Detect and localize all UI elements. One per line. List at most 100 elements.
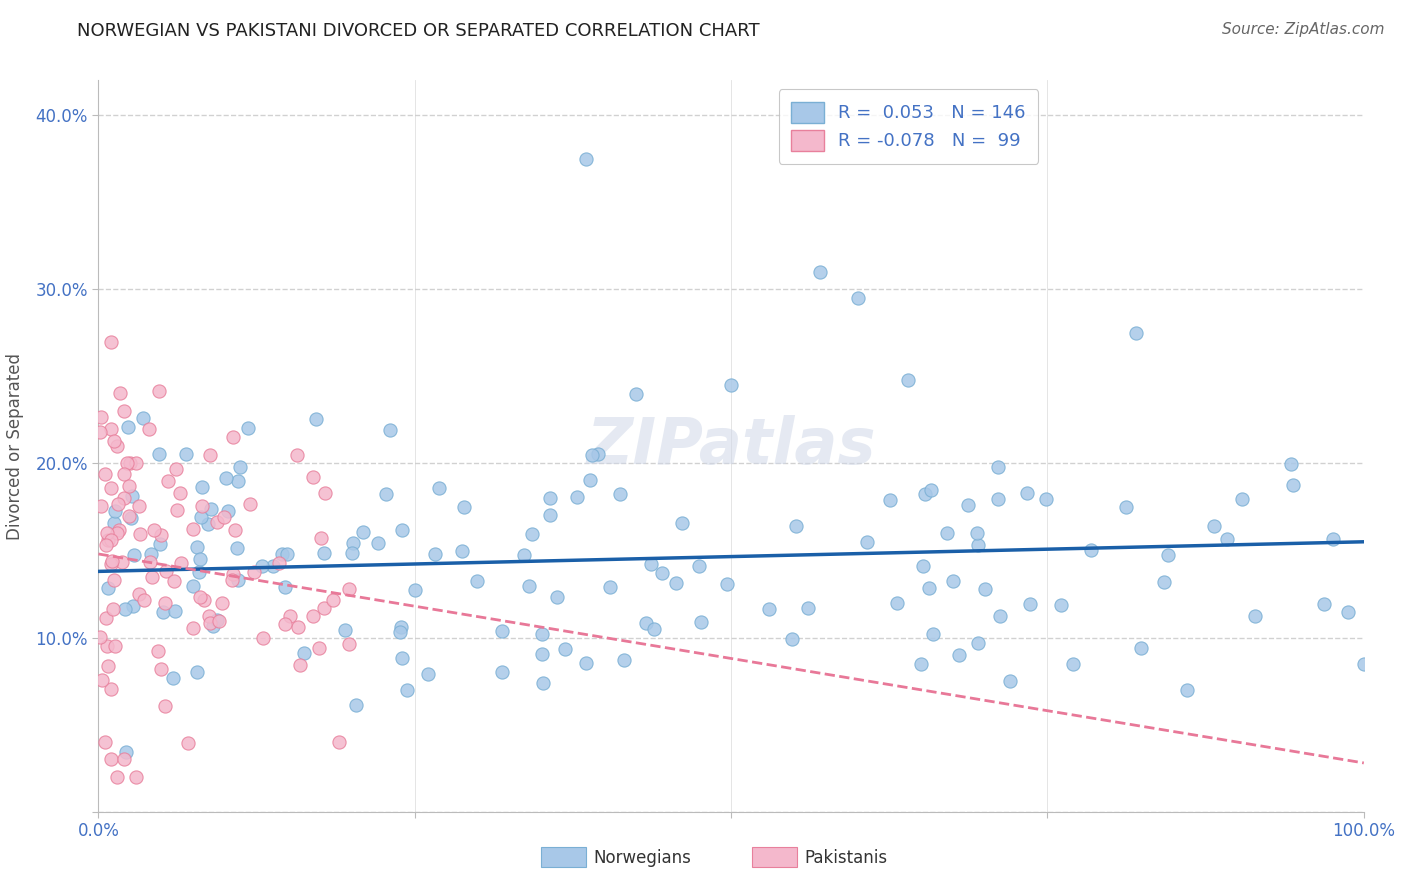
Point <box>100 533 122 547</box>
Point <box>314 546 336 560</box>
Point <box>96 639 118 653</box>
Y-axis label: Divorced or Separated: Divorced or Separated <box>7 352 24 540</box>
Point <box>103 601 125 615</box>
Point <box>97 581 120 595</box>
Point <box>554 641 576 656</box>
Point <box>107 523 129 537</box>
Point <box>391 523 413 537</box>
Point <box>208 615 231 629</box>
Point <box>998 674 1021 689</box>
Point <box>224 523 246 537</box>
Point <box>538 491 561 506</box>
Point <box>920 483 942 498</box>
Point <box>188 565 211 579</box>
Point <box>797 601 820 615</box>
Point <box>1322 532 1344 546</box>
Point <box>139 555 162 569</box>
Point <box>269 557 291 571</box>
Point <box>96 525 118 540</box>
Point <box>169 486 191 500</box>
Point <box>404 582 426 597</box>
Point <box>785 519 807 533</box>
Point <box>337 637 360 651</box>
Point <box>344 698 367 713</box>
Point <box>451 544 474 558</box>
Text: Source: ZipAtlas.com: Source: ZipAtlas.com <box>1222 22 1385 37</box>
Point <box>966 526 988 541</box>
Point <box>94 467 117 481</box>
Point <box>155 597 177 611</box>
Point <box>322 593 344 607</box>
Point <box>157 474 180 488</box>
Point <box>104 504 127 518</box>
Point <box>690 615 713 630</box>
Point <box>215 471 238 485</box>
Point <box>292 646 315 660</box>
Point <box>118 479 141 493</box>
Point <box>190 510 212 524</box>
Point <box>574 152 596 166</box>
Point <box>148 384 170 398</box>
Point <box>112 491 135 506</box>
Point <box>579 473 602 487</box>
Point <box>367 536 389 550</box>
Point <box>122 548 145 562</box>
Point <box>115 745 138 759</box>
Text: Norwegians: Norwegians <box>593 849 692 867</box>
Point <box>186 665 208 680</box>
Point <box>1313 597 1336 611</box>
Point <box>935 525 957 540</box>
Point <box>177 736 200 750</box>
Point <box>912 558 935 573</box>
Text: ZIPatlas: ZIPatlas <box>586 415 876 477</box>
Point <box>780 632 803 646</box>
Point <box>118 508 141 523</box>
Point <box>1353 657 1375 671</box>
Point <box>226 573 249 587</box>
Point <box>200 502 222 516</box>
Point <box>613 653 636 667</box>
Point <box>105 525 128 540</box>
Point <box>1115 500 1137 514</box>
Point <box>1244 608 1267 623</box>
Point <box>1129 640 1152 655</box>
Point <box>181 579 204 593</box>
Point <box>163 604 186 618</box>
Point <box>91 673 114 687</box>
Point <box>141 570 163 584</box>
Point <box>186 541 208 555</box>
Point <box>90 410 112 425</box>
Point <box>1080 543 1102 558</box>
Point <box>624 386 647 401</box>
Point <box>211 596 233 610</box>
Point <box>491 624 513 639</box>
Point <box>128 500 150 514</box>
Point <box>107 439 129 453</box>
Point <box>239 497 262 511</box>
Point <box>1035 492 1057 507</box>
Point <box>565 490 588 504</box>
Point <box>922 626 945 640</box>
Legend: R =  0.053   N = 146, R = -0.078   N =  99: R = 0.053 N = 146, R = -0.078 N = 99 <box>779 89 1039 163</box>
Point <box>1015 485 1038 500</box>
Point <box>285 448 308 462</box>
Point <box>301 470 323 484</box>
Point <box>886 596 908 610</box>
Point <box>222 566 245 581</box>
Point <box>758 601 780 615</box>
Point <box>228 474 250 488</box>
Point <box>198 449 221 463</box>
Point <box>121 489 143 503</box>
Point <box>250 558 273 573</box>
Point <box>688 558 710 573</box>
Point <box>162 671 184 685</box>
Point <box>166 502 188 516</box>
Point <box>531 647 554 661</box>
Point <box>720 378 742 392</box>
Point <box>311 532 333 546</box>
Point <box>214 510 236 524</box>
Point <box>1157 548 1180 562</box>
Point <box>205 613 228 627</box>
Point <box>531 675 554 690</box>
Point <box>1202 518 1225 533</box>
